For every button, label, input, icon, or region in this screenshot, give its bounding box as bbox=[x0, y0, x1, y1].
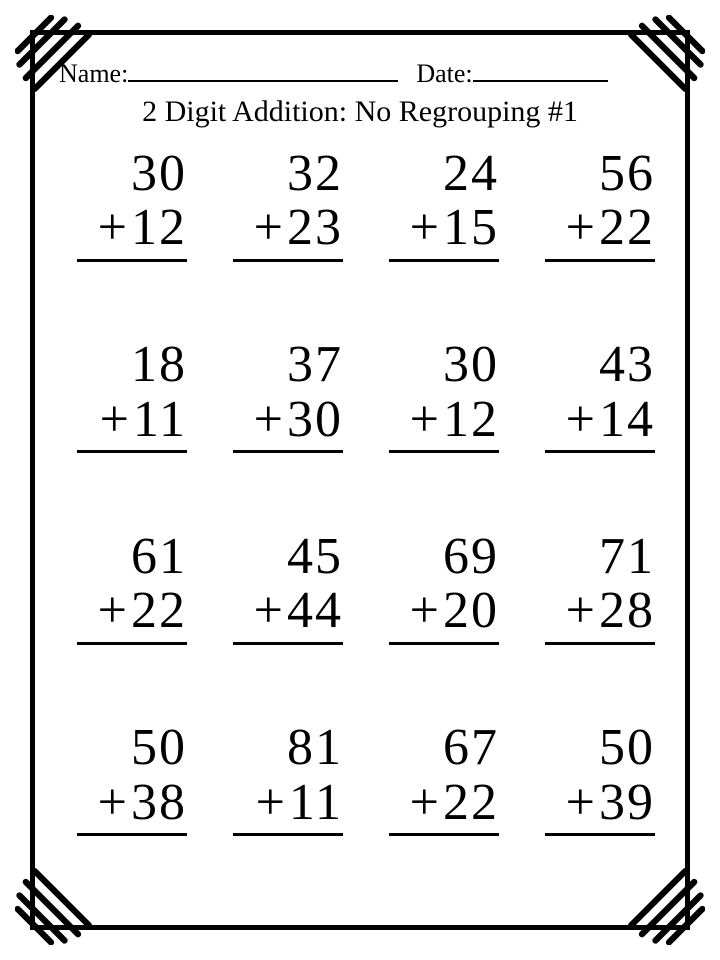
addend-top: 30 bbox=[443, 338, 499, 393]
addition-problem: 24+15 bbox=[371, 147, 505, 313]
plus-icon: + bbox=[566, 582, 597, 639]
plus-icon: + bbox=[410, 199, 441, 256]
addend-top: 43 bbox=[599, 338, 655, 393]
addend-bottom-value: 12 bbox=[443, 391, 499, 448]
addend-bottom: +30 bbox=[233, 393, 343, 454]
addend-bottom-value: 12 bbox=[131, 199, 187, 256]
plus-icon: + bbox=[256, 774, 287, 831]
addition-problem: 71+28 bbox=[527, 530, 661, 696]
addition-problem: 50+39 bbox=[527, 721, 661, 887]
addend-bottom: +22 bbox=[77, 584, 187, 645]
worksheet-title: 2 Digit Addition: No Regrouping #1 bbox=[59, 95, 661, 129]
addition-problem: 67+22 bbox=[371, 721, 505, 887]
addend-top: 81 bbox=[287, 721, 343, 776]
addend-bottom: +11 bbox=[233, 776, 343, 837]
addend-top: 32 bbox=[287, 147, 343, 202]
addend-bottom: +28 bbox=[545, 584, 655, 645]
addend-bottom: +22 bbox=[545, 201, 655, 262]
addition-problem: 56+22 bbox=[527, 147, 661, 313]
addend-bottom: +38 bbox=[77, 776, 187, 837]
plus-icon: + bbox=[410, 391, 441, 448]
addend-bottom-value: 11 bbox=[133, 391, 187, 448]
addition-problem: 30+12 bbox=[371, 338, 505, 504]
name-blank-line[interactable] bbox=[128, 53, 398, 82]
plus-icon: + bbox=[254, 391, 285, 448]
addend-bottom-value: 22 bbox=[599, 199, 655, 256]
addend-top: 45 bbox=[287, 530, 343, 585]
addend-bottom: +23 bbox=[233, 201, 343, 262]
addend-top: 71 bbox=[599, 530, 655, 585]
plus-icon: + bbox=[410, 582, 441, 639]
addend-top: 61 bbox=[131, 530, 187, 585]
addition-problem: 69+20 bbox=[371, 530, 505, 696]
addend-bottom: +39 bbox=[545, 776, 655, 837]
addend-bottom-value: 20 bbox=[443, 582, 499, 639]
addend-bottom-value: 22 bbox=[443, 774, 499, 831]
name-label: Name: bbox=[59, 59, 128, 89]
addend-bottom-value: 44 bbox=[287, 582, 343, 639]
date-field[interactable]: Date: bbox=[416, 53, 607, 89]
addend-bottom-value: 22 bbox=[131, 582, 187, 639]
addition-problem: 50+38 bbox=[59, 721, 193, 887]
name-field[interactable]: Name: bbox=[59, 53, 398, 89]
addition-problem: 32+23 bbox=[215, 147, 349, 313]
addend-bottom-value: 28 bbox=[599, 582, 655, 639]
addend-bottom: +14 bbox=[545, 393, 655, 454]
addend-top: 50 bbox=[599, 721, 655, 776]
addend-top: 56 bbox=[599, 147, 655, 202]
addend-bottom: +15 bbox=[389, 201, 499, 262]
plus-icon: + bbox=[98, 199, 129, 256]
plus-icon: + bbox=[566, 774, 597, 831]
addend-bottom-value: 23 bbox=[287, 199, 343, 256]
date-blank-line[interactable] bbox=[473, 53, 608, 82]
addend-top: 50 bbox=[131, 721, 187, 776]
addend-top: 69 bbox=[443, 530, 499, 585]
addition-problem: 45+44 bbox=[215, 530, 349, 696]
addition-problem: 43+14 bbox=[527, 338, 661, 504]
addition-problem: 61+22 bbox=[59, 530, 193, 696]
addend-top: 67 bbox=[443, 721, 499, 776]
plus-icon: + bbox=[254, 199, 285, 256]
header-row: Name: Date: bbox=[59, 53, 661, 89]
plus-icon: + bbox=[98, 774, 129, 831]
addend-bottom: +44 bbox=[233, 584, 343, 645]
plus-icon: + bbox=[98, 582, 129, 639]
addition-problem: 30+12 bbox=[59, 147, 193, 313]
addend-top: 18 bbox=[131, 338, 187, 393]
addend-bottom: +12 bbox=[389, 393, 499, 454]
plus-icon: + bbox=[566, 199, 597, 256]
addition-problem: 81+11 bbox=[215, 721, 349, 887]
plus-icon: + bbox=[566, 391, 597, 448]
addend-bottom-value: 39 bbox=[599, 774, 655, 831]
addition-problem: 18+11 bbox=[59, 338, 193, 504]
addend-bottom: +11 bbox=[77, 393, 187, 454]
plus-icon: + bbox=[100, 391, 131, 448]
addend-top: 24 bbox=[443, 147, 499, 202]
addition-problem: 37+30 bbox=[215, 338, 349, 504]
addend-bottom-value: 30 bbox=[287, 391, 343, 448]
addend-bottom: +22 bbox=[389, 776, 499, 837]
addend-bottom-value: 15 bbox=[443, 199, 499, 256]
worksheet-page: Name: Date: 2 Digit Addition: No Regroup… bbox=[30, 30, 690, 930]
addend-top: 30 bbox=[131, 147, 187, 202]
addend-bottom: +12 bbox=[77, 201, 187, 262]
plus-icon: + bbox=[254, 582, 285, 639]
addend-bottom-value: 38 bbox=[131, 774, 187, 831]
problems-grid: 30+1232+2324+1556+2218+1137+3030+1243+14… bbox=[59, 147, 661, 887]
addend-bottom-value: 14 bbox=[599, 391, 655, 448]
addend-top: 37 bbox=[287, 338, 343, 393]
addend-bottom-value: 11 bbox=[289, 774, 343, 831]
date-label: Date: bbox=[416, 59, 472, 89]
addend-bottom: +20 bbox=[389, 584, 499, 645]
plus-icon: + bbox=[410, 774, 441, 831]
